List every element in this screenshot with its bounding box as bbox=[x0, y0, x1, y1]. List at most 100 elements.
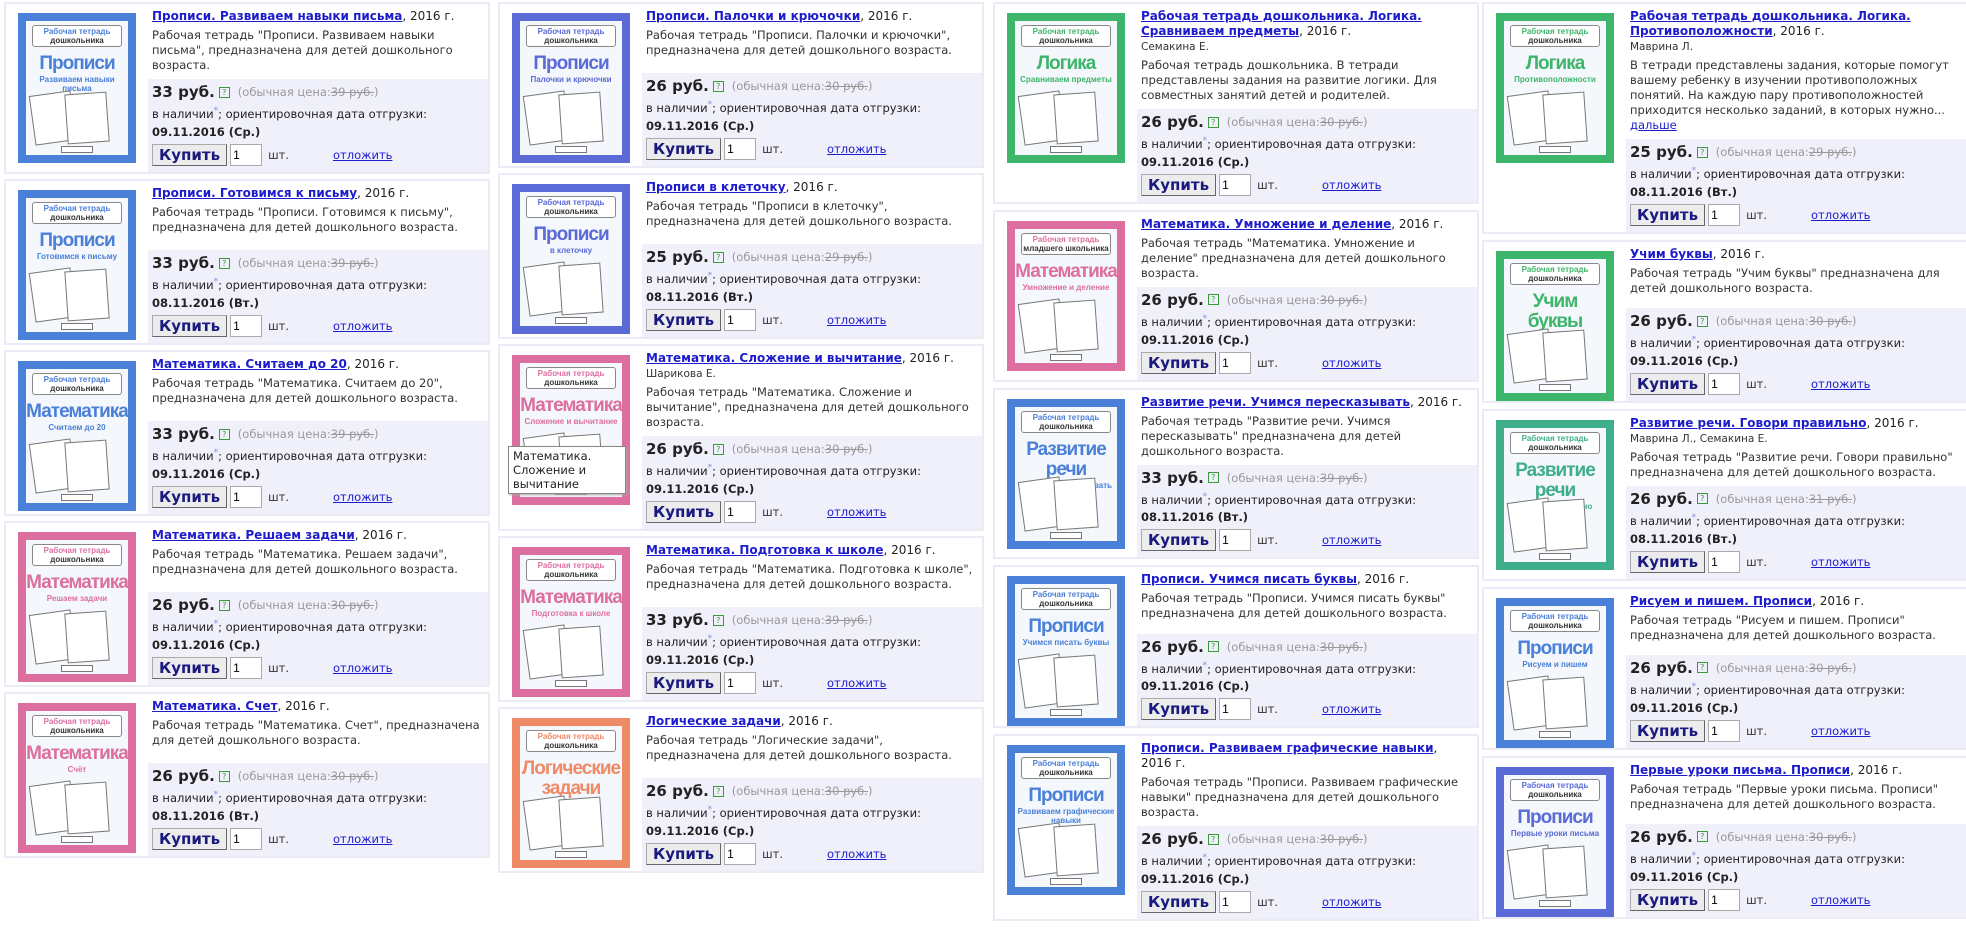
postpone-link[interactable]: отложить bbox=[332, 831, 393, 846]
product-cover-image[interactable]: Рабочая тетрадь дошкольника Прописи Разв… bbox=[18, 13, 136, 163]
product-title-link[interactable]: Прописи. Развиваем графические навыки bbox=[1141, 741, 1434, 756]
quantity-input[interactable] bbox=[1219, 173, 1252, 196]
quantity-input[interactable] bbox=[724, 309, 757, 331]
buy-button[interactable]: Купить bbox=[152, 827, 228, 850]
quantity-input[interactable] bbox=[1219, 891, 1252, 914]
buy-button[interactable]: Купить bbox=[1630, 888, 1706, 911]
postpone-link[interactable]: отложить bbox=[1321, 533, 1382, 548]
postpone-link[interactable]: отложить bbox=[332, 147, 393, 162]
postpone-link[interactable]: отложить bbox=[1321, 702, 1382, 717]
product-cover-image[interactable]: Рабочая тетрадь младшего школьника Матем… bbox=[1007, 220, 1125, 371]
quantity-input[interactable] bbox=[724, 671, 757, 694]
asterisk-footnote[interactable]: * bbox=[707, 100, 713, 111]
help-icon[interactable]: ? bbox=[1207, 116, 1219, 128]
help-icon[interactable]: ? bbox=[218, 257, 230, 269]
postpone-link[interactable]: отложить bbox=[332, 660, 393, 675]
buy-button[interactable]: Купить bbox=[646, 138, 722, 160]
postpone-link[interactable]: отложить bbox=[1810, 892, 1871, 907]
asterisk-footnote[interactable]: * bbox=[213, 790, 219, 800]
product-title-link[interactable]: Рабочая тетрадь дошкольника. Логика. Сра… bbox=[1141, 9, 1422, 38]
postpone-link[interactable]: отложить bbox=[1810, 554, 1871, 569]
quantity-input[interactable] bbox=[1219, 529, 1252, 552]
product-cover-image[interactable]: Рабочая тетрадь дошкольника Математика С… bbox=[18, 360, 136, 511]
asterisk-footnote[interactable]: * bbox=[213, 619, 219, 629]
quantity-input[interactable] bbox=[230, 143, 263, 166]
buy-button[interactable]: Купить bbox=[646, 842, 722, 865]
read-more-link[interactable]: дальше bbox=[1630, 118, 1677, 132]
postpone-link[interactable]: отложить bbox=[1810, 376, 1871, 391]
help-icon[interactable]: ? bbox=[218, 86, 230, 98]
postpone-link[interactable]: отложить bbox=[1321, 355, 1382, 370]
help-icon[interactable]: ? bbox=[1696, 831, 1708, 843]
buy-button[interactable]: Купить bbox=[1141, 529, 1217, 552]
asterisk-footnote[interactable]: * bbox=[213, 106, 219, 116]
buy-button[interactable]: Купить bbox=[1630, 203, 1706, 226]
buy-button[interactable]: Купить bbox=[1630, 719, 1706, 742]
buy-button[interactable]: Купить bbox=[646, 500, 722, 523]
quantity-input[interactable] bbox=[724, 138, 757, 160]
product-cover-image[interactable]: Рабочая тетрадь дошкольника Логика Проти… bbox=[1496, 13, 1614, 163]
help-icon[interactable]: ? bbox=[712, 614, 724, 626]
quantity-input[interactable] bbox=[230, 827, 263, 850]
product-title-link[interactable]: Прописи. Палочки и крючочки bbox=[646, 9, 861, 23]
product-cover-image[interactable]: Рабочая тетрадь дошкольника Прописи Пало… bbox=[512, 13, 630, 163]
asterisk-footnote[interactable]: * bbox=[213, 448, 219, 458]
product-title-link[interactable]: Логические задачи bbox=[646, 713, 781, 728]
help-icon[interactable]: ? bbox=[1696, 146, 1708, 158]
buy-button[interactable]: Купить bbox=[152, 656, 228, 679]
postpone-link[interactable]: отложить bbox=[332, 318, 393, 333]
help-icon[interactable]: ? bbox=[712, 80, 724, 92]
product-cover-image[interactable]: Рабочая тетрадь дошкольника Прописи Разв… bbox=[1007, 745, 1125, 896]
product-cover-image[interactable]: Рабочая тетрадь дошкольника Развитие реч… bbox=[1496, 419, 1614, 570]
buy-button[interactable]: Купить bbox=[1630, 550, 1706, 573]
postpone-link[interactable]: отложить bbox=[1810, 207, 1871, 222]
quantity-input[interactable] bbox=[1708, 719, 1741, 742]
quantity-input[interactable] bbox=[1708, 372, 1741, 395]
asterisk-footnote[interactable]: * bbox=[707, 271, 713, 282]
product-cover-image[interactable]: Рабочая тетрадь дошкольника Математика П… bbox=[512, 546, 630, 697]
quantity-input[interactable] bbox=[1708, 550, 1741, 573]
product-title-link[interactable]: Математика. Решаем задачи bbox=[152, 527, 355, 542]
buy-button[interactable]: Купить bbox=[152, 485, 228, 508]
help-icon[interactable]: ? bbox=[712, 251, 724, 263]
buy-button[interactable]: Купить bbox=[1630, 372, 1706, 395]
product-title-link[interactable]: Развитие речи. Говори правильно bbox=[1630, 415, 1867, 430]
buy-button[interactable]: Купить bbox=[1141, 173, 1217, 196]
help-icon[interactable]: ? bbox=[1207, 472, 1219, 484]
product-title-link[interactable]: Учим буквы bbox=[1630, 246, 1713, 261]
help-icon[interactable]: ? bbox=[1207, 833, 1219, 845]
product-title-link[interactable]: Первые уроки письма. Прописи bbox=[1630, 762, 1851, 777]
asterisk-footnote[interactable]: * bbox=[1691, 335, 1697, 345]
asterisk-footnote[interactable]: * bbox=[707, 805, 713, 815]
asterisk-footnote[interactable]: * bbox=[1202, 136, 1208, 146]
asterisk-footnote[interactable]: * bbox=[213, 277, 219, 287]
help-icon[interactable]: ? bbox=[1696, 662, 1708, 674]
help-icon[interactable]: ? bbox=[218, 428, 230, 440]
product-cover-image[interactable]: Рабочая тетрадь дошкольника Прописи в кл… bbox=[512, 184, 630, 334]
postpone-link[interactable]: отложить bbox=[826, 675, 887, 690]
buy-button[interactable]: Купить bbox=[152, 314, 228, 337]
postpone-link[interactable]: отложить bbox=[1810, 723, 1871, 738]
product-cover-image[interactable]: Рабочая тетрадь дошкольника Прописи Учим… bbox=[1007, 576, 1125, 727]
postpone-link[interactable]: отложить bbox=[332, 489, 393, 504]
help-icon[interactable]: ? bbox=[1696, 493, 1708, 505]
asterisk-footnote[interactable]: * bbox=[1691, 512, 1697, 523]
postpone-link[interactable]: отложить bbox=[1321, 177, 1382, 192]
quantity-input[interactable] bbox=[724, 500, 757, 523]
help-icon[interactable]: ? bbox=[218, 599, 230, 611]
product-cover-image[interactable]: Рабочая тетрадь дошкольника Математика С… bbox=[18, 702, 136, 853]
product-cover-image[interactable]: Рабочая тетрадь дошкольника Логические з… bbox=[512, 717, 630, 868]
product-cover-image[interactable]: Рабочая тетрадь дошкольника Прописи Перв… bbox=[1496, 766, 1614, 917]
asterisk-footnote[interactable]: * bbox=[1691, 681, 1697, 692]
product-title-link[interactable]: Прописи. Учимся писать буквы bbox=[1141, 572, 1357, 587]
asterisk-footnote[interactable]: * bbox=[1691, 166, 1697, 176]
product-title-link[interactable]: Прописи в клеточку bbox=[646, 180, 786, 194]
help-icon[interactable]: ? bbox=[1207, 641, 1219, 653]
help-icon[interactable]: ? bbox=[218, 770, 230, 782]
buy-button[interactable]: Купить bbox=[646, 671, 722, 694]
product-cover-image[interactable]: Рабочая тетрадь дошкольника Математика Р… bbox=[18, 531, 136, 682]
quantity-input[interactable] bbox=[1219, 351, 1252, 374]
product-title-link[interactable]: Математика. Счет bbox=[152, 698, 278, 713]
help-icon[interactable]: ? bbox=[712, 443, 724, 455]
quantity-input[interactable] bbox=[230, 656, 263, 679]
